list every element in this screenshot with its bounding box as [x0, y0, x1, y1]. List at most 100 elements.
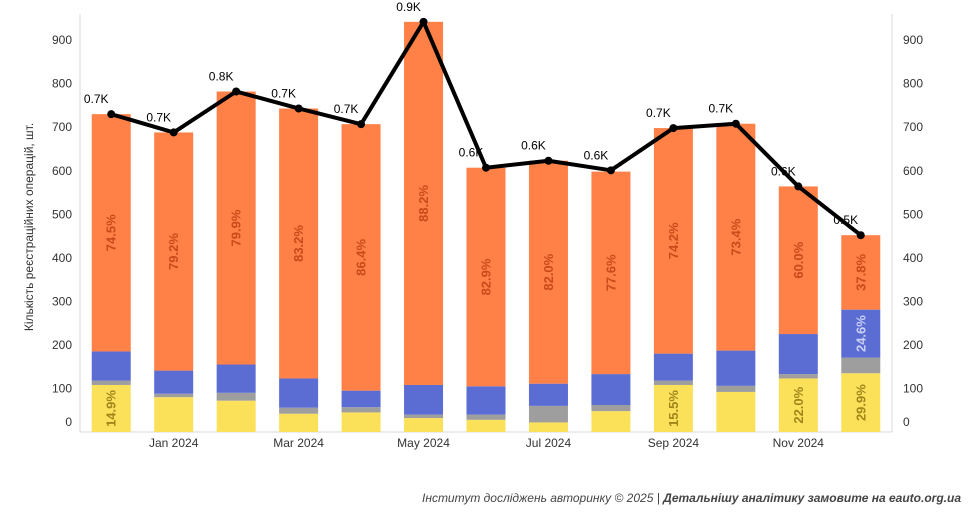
total-point: [107, 110, 116, 119]
bar-segment: [279, 407, 319, 414]
bar-segment: [341, 390, 381, 408]
bar-segment: [653, 128, 693, 354]
total-label: 0.7K: [271, 86, 296, 100]
bar-segment: [716, 391, 756, 432]
segment-share-label: 37.8%: [853, 254, 868, 291]
x-tick-label: Mar 2024: [273, 436, 324, 450]
y-tick-label-left: 700: [52, 120, 72, 134]
bar-segment: [216, 392, 256, 401]
stacked-bar-chart: 0 0 100 100 200 200 300 300 400 400 500 500 600 600 70…: [22, 0, 923, 450]
total-labels: 0.7K 0.7K 0.8K 0.7K 0.7K 0.9K 0.6K 0.6K 0.6K 0.7K…: [84, 0, 858, 227]
bar-segment: [778, 186, 818, 335]
y-tick-label-right: 800: [903, 77, 923, 91]
bar-segment: [841, 235, 881, 310]
y-tick-label-right: 300: [903, 294, 923, 308]
segment-share-labels: 14.9% 74.5% 79.2% 79.9% 83.2% 86.4% 88.2% 82.9%…: [104, 185, 869, 427]
bar-segment: [91, 114, 131, 352]
total-label: 0.6K: [459, 146, 484, 160]
bar-segment: [279, 378, 319, 408]
bar-segment: [404, 21, 444, 385]
bar-segment: [466, 414, 506, 420]
bar-segment: [466, 386, 506, 415]
total-point: [357, 120, 366, 129]
bar-segment: [216, 400, 256, 432]
bar-segment: [716, 123, 756, 351]
y-tick-label-left: 400: [52, 251, 72, 265]
bar-segment: [591, 411, 631, 432]
bar-segment: [653, 353, 693, 381]
bar-segment: [841, 373, 881, 432]
bar-segment: [91, 351, 131, 381]
segment-share-label: 29.9%: [853, 384, 868, 421]
x-tick-label: Sep 2024: [648, 436, 700, 450]
bar-segment: [591, 171, 631, 375]
bar-segment: [528, 160, 568, 384]
bar-segment: [653, 384, 693, 432]
bar-segment: [591, 374, 631, 406]
total-point: [669, 124, 678, 133]
x-tick-label: Jan 2024: [149, 436, 199, 450]
y-tick-label-right: 200: [903, 338, 923, 352]
total-label: 0.9K: [396, 0, 421, 14]
total-point: [294, 104, 303, 113]
total-point: [544, 156, 553, 165]
bar-segment: [404, 384, 444, 415]
bar-segment: [154, 132, 194, 371]
total-label: 0.5K: [833, 213, 858, 227]
total-point: [731, 119, 740, 128]
y-tick-label-right: 700: [903, 120, 923, 134]
total-point: [606, 166, 615, 175]
y-tick-label-right: 500: [903, 207, 923, 221]
bar-segment: [466, 167, 506, 387]
segment-share-label: 86.4%: [354, 239, 369, 276]
x-tick-label: Nov 2024: [773, 436, 825, 450]
total-label: 0.7K: [646, 106, 671, 120]
total-line: [107, 17, 865, 240]
segment-share-label: 15.5%: [666, 390, 681, 427]
y-tick-label-left: 600: [52, 164, 72, 178]
total-label: 0.8K: [209, 70, 234, 84]
y-tick-label-left: 0: [65, 415, 72, 429]
segment-share-label: 82.0%: [541, 253, 556, 290]
segment-share-label: 73.4%: [728, 218, 743, 255]
y-tick-label-right: 0: [903, 415, 910, 429]
bar-segment: [716, 385, 756, 392]
total-point: [794, 182, 803, 191]
bar-segment: [404, 418, 444, 432]
segment-share-label: 79.9%: [229, 209, 244, 246]
y-axis-title: Кількість реєстраційних операцій, шт.: [22, 123, 36, 331]
segment-share-label: 24.6%: [853, 315, 868, 352]
segment-share-label: 74.2%: [666, 222, 681, 259]
segment-share-label: 83.2%: [291, 225, 306, 262]
bar-segment: [528, 405, 568, 423]
total-point: [856, 231, 865, 240]
bar-segment: [91, 380, 131, 385]
footer-credit: Інститут досліджень авторинку © 2025 | Д…: [422, 491, 961, 505]
bar-segment: [591, 405, 631, 412]
bar-segment: [528, 383, 568, 406]
segment-share-label: 22.0%: [791, 386, 806, 423]
y-tick-label-left: 500: [52, 207, 72, 221]
segment-share-label: 82.9%: [479, 258, 494, 295]
y-tick-label-right: 900: [903, 33, 923, 47]
segment-share-label: 74.5%: [104, 214, 119, 251]
x-tick-label: May 2024: [397, 436, 450, 450]
footer-source: Інститут досліджень авторинку © 2025 |: [422, 491, 664, 505]
total-label: 0.7K: [709, 102, 734, 116]
bar-stacks: [91, 21, 881, 432]
bar-segment: [841, 357, 881, 374]
bar-segment: [841, 309, 881, 358]
segment-share-label: 60.0%: [791, 241, 806, 278]
y-tick-label-left: 200: [52, 338, 72, 352]
bar-segment: [404, 414, 444, 419]
bar-segment: [341, 124, 381, 391]
bar-segment: [91, 384, 131, 432]
total-label: 0.6K: [584, 148, 609, 162]
total-label: 0.7K: [146, 110, 171, 124]
bar-segment: [341, 407, 381, 413]
total-label: 0.6K: [521, 139, 546, 153]
bar-segment: [466, 419, 506, 432]
total-label: 0.7K: [334, 102, 359, 116]
bar-segment: [341, 412, 381, 432]
y-tick-label-right: 100: [903, 381, 923, 395]
